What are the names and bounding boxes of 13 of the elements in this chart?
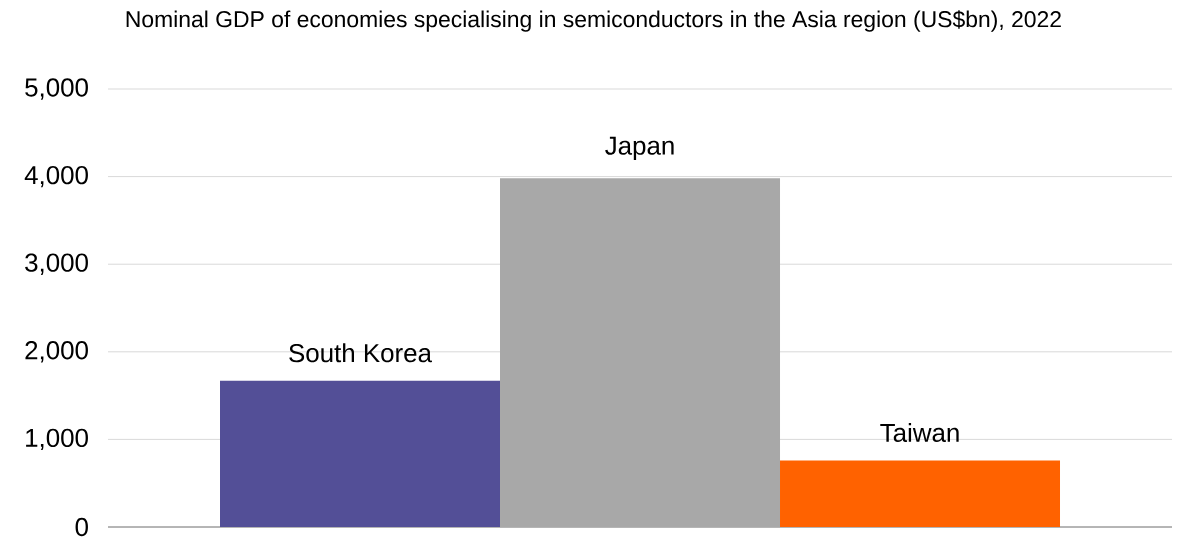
y-tick-label: 1,000 (26, 428, 88, 451)
y-tick-label: 0 (75, 517, 88, 537)
chart-title: Nominal GDP of economies specialising in semiconductors in the Asia region (US$bn), 2022 (126, 10, 1061, 32)
bar (780, 460, 1061, 527)
bar (220, 380, 500, 527)
x-tick-label: Japan (605, 136, 674, 160)
bar (500, 178, 781, 527)
y-tick-label: 2,000 (25, 341, 88, 363)
x-tick-label: Taiwan (880, 422, 959, 443)
y-tick-label: 5,000 (25, 78, 88, 100)
y-tick-label: 3,000 (25, 253, 88, 275)
x-tick-label: South Korea (289, 343, 432, 363)
y-tick-label: 4,000 (24, 165, 88, 188)
